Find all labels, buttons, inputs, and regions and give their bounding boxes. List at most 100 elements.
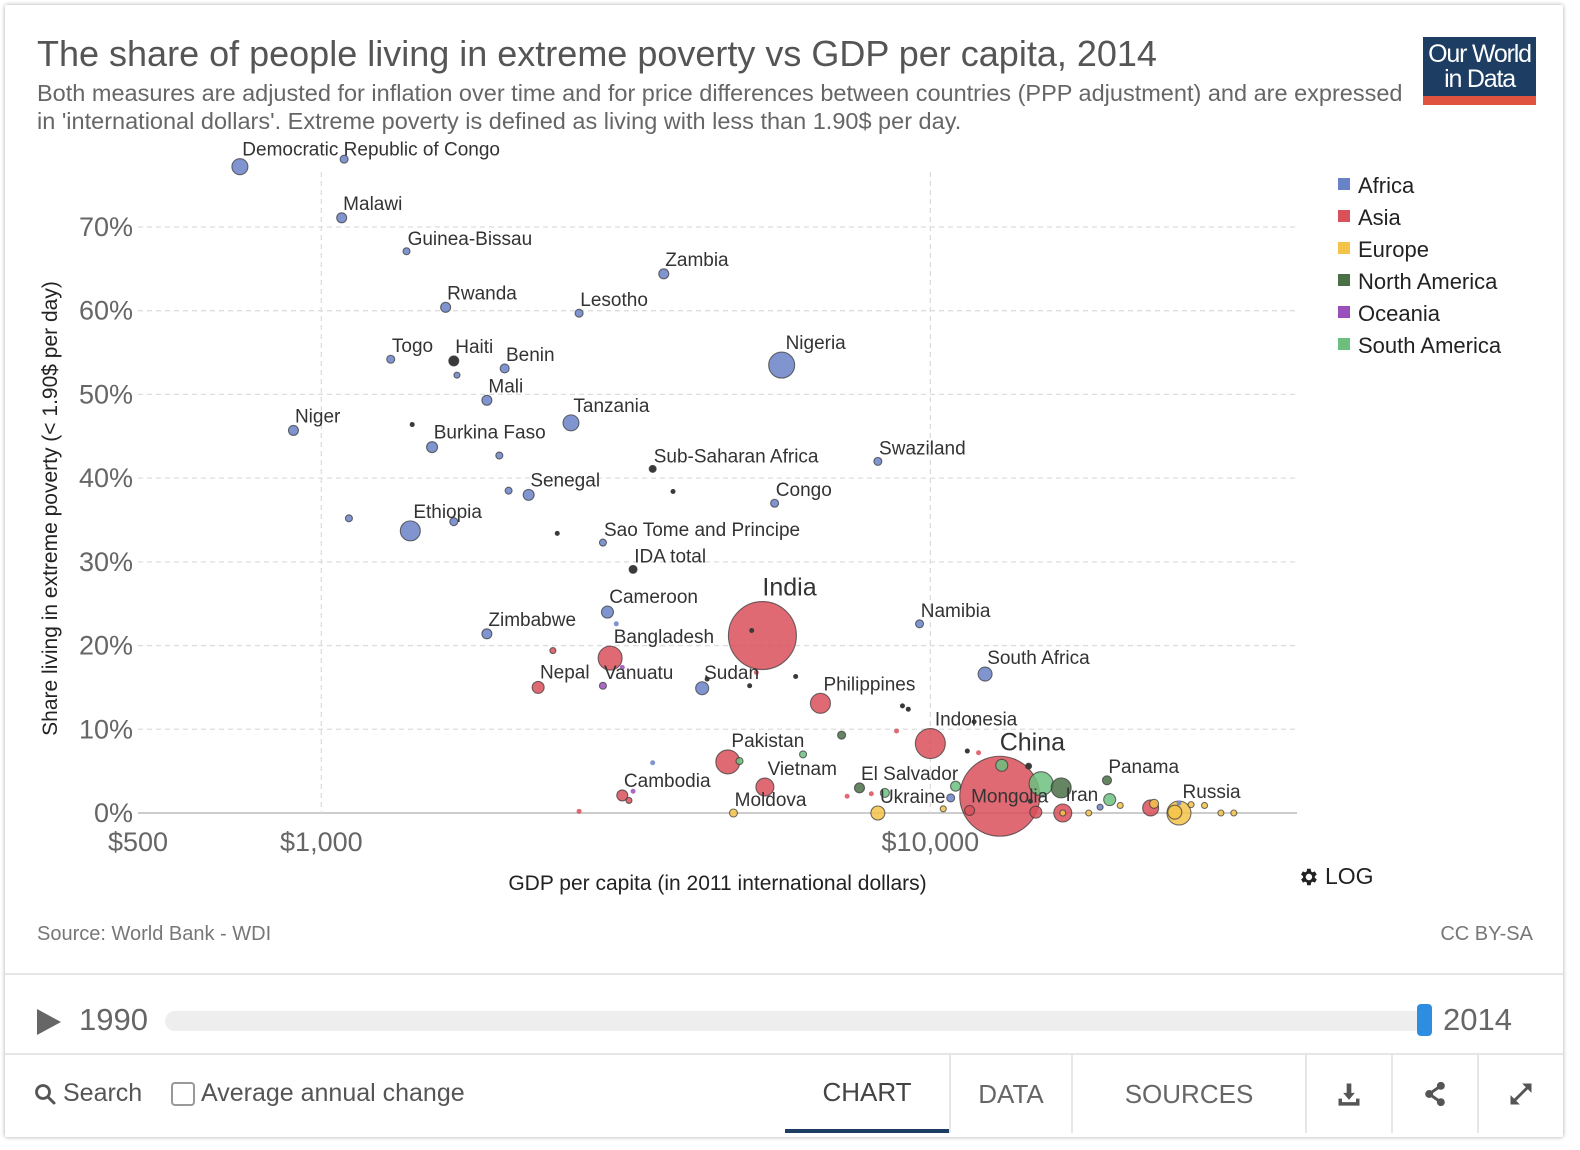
data-point bbox=[946, 793, 956, 803]
data-label: Guinea-Bissau bbox=[408, 229, 533, 250]
scatter-chart: 0% 10% 20% 30% 40% 50% 60% 70% $500 $1,000 $10,000… bbox=[39, 140, 1502, 895]
data-point bbox=[339, 154, 349, 164]
data-point bbox=[939, 805, 947, 813]
data-point bbox=[1167, 804, 1183, 820]
average-annual-change-checkbox[interactable] bbox=[171, 1081, 195, 1106]
search-button[interactable]: Search bbox=[33, 1079, 142, 1108]
data-point bbox=[977, 666, 993, 682]
legend-swatch bbox=[1338, 338, 1350, 350]
data-point bbox=[1096, 803, 1104, 811]
data-label: Namibia bbox=[921, 601, 991, 622]
data-point bbox=[399, 520, 421, 542]
data-point bbox=[798, 750, 808, 759]
chart-subtitle: Both measures are adjusted for inflation… bbox=[37, 80, 1403, 134]
data-label: China bbox=[1000, 728, 1065, 756]
logo-bar bbox=[1423, 96, 1536, 105]
tab-sources[interactable]: SOURCES bbox=[1071, 1055, 1305, 1133]
data-point bbox=[613, 621, 619, 627]
expand-button[interactable] bbox=[1477, 1055, 1563, 1133]
timeline-handle[interactable] bbox=[1417, 1004, 1432, 1036]
logo-line-1: Our World bbox=[1428, 40, 1532, 68]
x-tick-label: $10,000 bbox=[882, 827, 980, 857]
logo-line-2: in Data bbox=[1444, 65, 1516, 93]
legend-label: Asia bbox=[1358, 205, 1402, 230]
data-label: Ethiopia bbox=[413, 502, 482, 523]
y-tick-label: 20% bbox=[79, 631, 133, 661]
data-label: Panama bbox=[1108, 757, 1179, 778]
data-label: Zambia bbox=[665, 250, 729, 271]
timeline-end-year[interactable]: 2014 bbox=[1443, 1002, 1512, 1037]
legend-swatch bbox=[1338, 274, 1350, 286]
download-button[interactable] bbox=[1305, 1055, 1391, 1133]
average-annual-change-toggle[interactable]: Average annual change bbox=[171, 1079, 465, 1108]
data-point bbox=[727, 600, 797, 671]
x-axis-title: GDP per capita (in 2011 international do… bbox=[508, 872, 926, 895]
data-label: Sao Tome and Principe bbox=[604, 520, 800, 541]
tab-data[interactable]: DATA bbox=[949, 1055, 1071, 1133]
data-label: Malawi bbox=[343, 194, 402, 215]
data-point bbox=[914, 619, 925, 629]
data-point bbox=[793, 674, 799, 680]
timeline-start-year[interactable]: 1990 bbox=[79, 1002, 148, 1037]
data-point bbox=[554, 530, 560, 536]
log-toggle[interactable]: LOG bbox=[1297, 863, 1374, 890]
data-label: India bbox=[762, 574, 816, 602]
data-label: Nepal bbox=[540, 662, 590, 683]
data-point bbox=[409, 422, 415, 428]
play-icon[interactable] bbox=[37, 1009, 61, 1035]
data-label: Cambodia bbox=[624, 771, 711, 792]
data-point bbox=[648, 464, 657, 473]
data-label: Ukraine bbox=[880, 787, 945, 808]
data-point bbox=[1230, 809, 1238, 817]
data-label: IDA total bbox=[634, 546, 706, 567]
data-label: Senegal bbox=[530, 470, 600, 491]
data-label: Sub-Saharan Africa bbox=[654, 446, 819, 467]
data-point bbox=[504, 486, 513, 495]
data-point bbox=[670, 489, 676, 495]
download-icon bbox=[1338, 1083, 1360, 1106]
y-tick-label: 10% bbox=[79, 714, 133, 744]
data-point bbox=[616, 789, 629, 802]
data-point bbox=[440, 301, 452, 313]
legend-label: Europe bbox=[1358, 237, 1429, 262]
data-point bbox=[735, 757, 744, 766]
tab-chart[interactable]: CHART bbox=[785, 1055, 949, 1133]
data-point bbox=[522, 488, 535, 501]
data-point bbox=[1176, 800, 1182, 806]
legend-label: Africa bbox=[1358, 173, 1415, 198]
y-axis-title: Share living in extreme poverty (< 1.90$… bbox=[39, 281, 62, 736]
data-label: Niger bbox=[295, 406, 341, 427]
data-label: Vietnam bbox=[768, 759, 837, 780]
data-point bbox=[481, 394, 493, 406]
legend-swatch bbox=[1338, 210, 1350, 222]
data-point bbox=[1149, 798, 1160, 809]
data-label: Russia bbox=[1183, 782, 1242, 803]
log-label: LOG bbox=[1325, 863, 1374, 889]
divider bbox=[5, 973, 1563, 975]
data-point bbox=[630, 788, 636, 794]
y-tick-label: 60% bbox=[79, 296, 133, 326]
data-label: Bangladesh bbox=[614, 627, 714, 648]
data-point bbox=[495, 451, 504, 460]
data-point bbox=[749, 627, 755, 633]
license-link[interactable]: CC BY-SA bbox=[1440, 923, 1533, 945]
y-tick-label: 40% bbox=[79, 463, 133, 493]
data-label: Sudan bbox=[704, 663, 759, 684]
data-label: Mali bbox=[488, 376, 523, 397]
data-point bbox=[600, 605, 615, 619]
share-button[interactable] bbox=[1391, 1055, 1477, 1133]
data-point bbox=[728, 808, 738, 818]
data-point bbox=[574, 308, 584, 318]
y-tick-label: 0% bbox=[94, 798, 133, 828]
chart-title: The share of people living in extreme po… bbox=[37, 33, 1157, 74]
data-point bbox=[844, 793, 850, 799]
timeline-slider[interactable] bbox=[165, 1011, 1427, 1031]
data-label: South Africa bbox=[987, 648, 1090, 669]
data-point bbox=[1103, 793, 1117, 807]
data-label: Moldova bbox=[735, 790, 807, 811]
data-point bbox=[625, 796, 633, 804]
data-point bbox=[453, 371, 461, 379]
data-point bbox=[768, 351, 796, 379]
data-label: Democratic Republic of Congo bbox=[242, 140, 500, 161]
owid-logo[interactable]: Our World in Data bbox=[1423, 37, 1536, 105]
